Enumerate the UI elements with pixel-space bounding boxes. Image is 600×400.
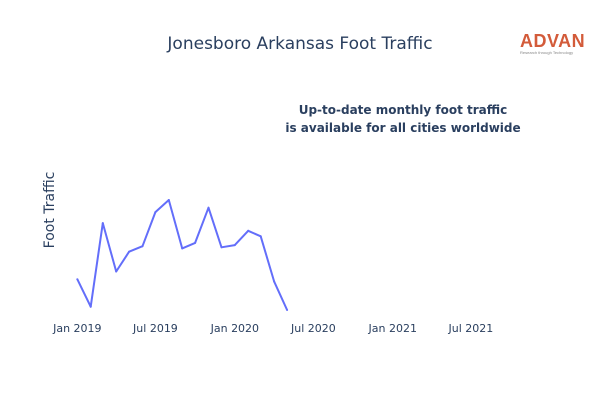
data-point (194, 241, 197, 244)
brand-name: ADVAN (520, 31, 586, 51)
data-point (167, 199, 170, 201)
x-tick-label: Jan 2020 (210, 322, 259, 335)
data-point (181, 247, 184, 250)
chart-title: Jonesboro Arkansas Foot Traffic (167, 34, 433, 54)
data-point (259, 235, 262, 238)
x-tick-label: Jul 2020 (290, 322, 336, 335)
data-point (154, 211, 157, 214)
data-point (247, 229, 250, 232)
data-point (101, 222, 104, 225)
data-point (76, 278, 79, 281)
x-tick-label: Jan 2021 (368, 322, 417, 335)
x-tick-label: Jul 2019 (132, 322, 178, 335)
annotation-line-1: Up-to-date monthly foot traffic (298, 103, 508, 117)
series-line (76, 199, 289, 311)
chart-annotation: Up-to-date monthly foot traffic is avail… (253, 101, 553, 137)
x-tick-label: Jan 2019 (52, 322, 101, 335)
data-point (89, 305, 92, 308)
x-tick-label: Jul 2021 (447, 322, 493, 335)
data-point (286, 309, 289, 311)
data-point (273, 280, 276, 283)
data-point (141, 245, 144, 248)
annotation-line-2: is available for all cities worldwide (285, 121, 521, 135)
data-point (207, 206, 210, 209)
data-point (233, 244, 236, 247)
data-point (115, 270, 118, 273)
brand-logo: ADVAN Research through Technology (520, 32, 588, 56)
data-point (220, 246, 223, 249)
brand-tagline: Research through Technology (520, 50, 574, 55)
data-point (128, 250, 131, 253)
